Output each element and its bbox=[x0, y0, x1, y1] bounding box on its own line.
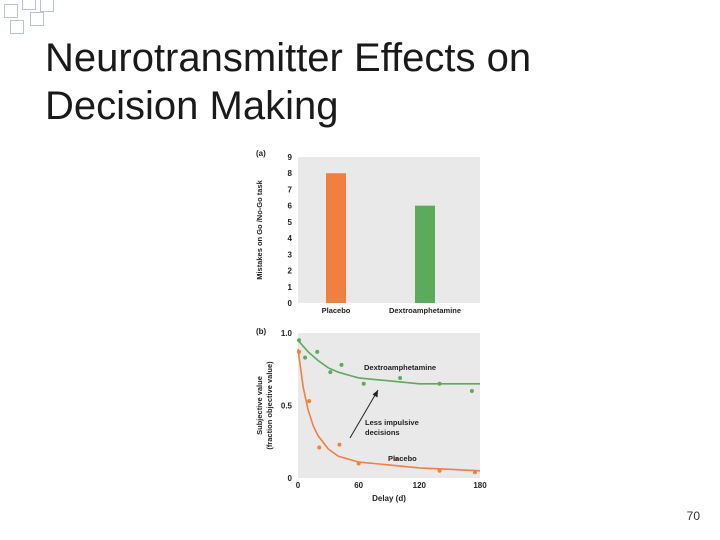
panel-a-ytick-label: 2 bbox=[288, 267, 293, 276]
data-point-placebo bbox=[307, 399, 312, 404]
panel-a-ytick-label: 4 bbox=[288, 234, 293, 243]
title-line-2: Decision Making bbox=[45, 84, 339, 128]
panel-a-ytick-label: 6 bbox=[288, 202, 293, 211]
panel-a-ytick-label: 8 bbox=[288, 169, 293, 178]
data-point-placebo bbox=[437, 468, 442, 473]
panel-b-ylabel-line2: (fraction objective value) bbox=[265, 361, 274, 450]
title-line-1: Neurotransmitter Effects on bbox=[45, 36, 532, 80]
data-point-placebo bbox=[297, 349, 302, 354]
panel-a-plot-area bbox=[298, 157, 480, 303]
data-point-placebo bbox=[356, 461, 361, 466]
data-point-placebo bbox=[472, 470, 477, 475]
panel-b-label: (b) bbox=[256, 327, 267, 336]
page-number: 70 bbox=[686, 509, 700, 523]
panel-a-category-label: Placebo bbox=[322, 306, 351, 315]
panel-a-ytick-label: 5 bbox=[288, 218, 293, 227]
corner-decoration bbox=[0, 0, 60, 50]
data-point-dextroamphetamine bbox=[437, 381, 442, 386]
series-line-placebo bbox=[297, 348, 481, 472]
panel-b-ylabel-line1: Subjective value bbox=[255, 376, 264, 435]
data-point-placebo bbox=[394, 457, 399, 462]
bar-dextroamphetamine bbox=[415, 205, 435, 303]
panel-b-plot-area bbox=[298, 333, 480, 478]
panel-a-ytick-label: 7 bbox=[288, 185, 293, 194]
panel-a-label: (a) bbox=[256, 149, 266, 158]
slide-title: Neurotransmitter Effects on Decision Mak… bbox=[45, 34, 685, 130]
data-point-dextroamphetamine bbox=[303, 355, 308, 360]
panel-b-xtick-label: 0 bbox=[296, 481, 301, 490]
data-point-placebo bbox=[337, 442, 342, 447]
figure: (a) 0 1 2 3 4 5 6 7 8 9 Placebo Dextroamphetamine Mis… bbox=[248, 140, 498, 510]
panel-a-ytick-label: 9 bbox=[288, 153, 293, 162]
series-line-dextroamphetamine bbox=[297, 339, 480, 385]
data-point-dextroamphetamine bbox=[297, 338, 302, 343]
data-point-dextroamphetamine bbox=[315, 349, 320, 354]
figure-svg: (a) 0 1 2 3 4 5 6 7 8 9 Placebo Dextroamphetamine Mis… bbox=[255, 149, 487, 503]
data-point-dextroamphetamine bbox=[328, 370, 333, 375]
panel-b-ytick-label: 0.5 bbox=[281, 402, 293, 411]
series-label-placebo: Placebo bbox=[388, 454, 417, 463]
series-label-dextroamphetamine: Dextroamphetamine bbox=[364, 363, 436, 372]
panel-b-ytick-label: 1.0 bbox=[281, 329, 293, 338]
panel-b-ytick-label: 0 bbox=[288, 474, 293, 483]
panel-a-ytick-label: 1 bbox=[288, 283, 293, 292]
data-point-dextroamphetamine bbox=[469, 389, 474, 393]
data-point-dextroamphetamine bbox=[361, 381, 366, 386]
annotation-arrow-head bbox=[372, 390, 378, 398]
panel-a-ytick-label: 0 bbox=[288, 299, 293, 308]
data-point-dextroamphetamine bbox=[398, 375, 403, 380]
data-point-placebo bbox=[317, 445, 322, 450]
panel-b-xlabel: Delay (d) bbox=[372, 494, 406, 503]
panel-a-ylabel: Mistakes on Go /No-Go task bbox=[255, 179, 264, 279]
bar-placebo bbox=[326, 173, 346, 303]
annotation-text-line2: decisions bbox=[365, 428, 400, 437]
panel-b-xtick-label: 120 bbox=[413, 481, 427, 490]
panel-b-xtick-label: 60 bbox=[354, 481, 363, 490]
panel-a-ytick-label: 3 bbox=[288, 250, 293, 259]
annotation-arrow-shaft bbox=[349, 389, 379, 439]
annotation-text-line1: Less impulsive bbox=[365, 418, 419, 427]
panel-b-xtick-label: 180 bbox=[473, 481, 487, 490]
data-point-dextroamphetamine bbox=[339, 362, 344, 367]
panel-a-category-label: Dextroamphetamine bbox=[389, 306, 461, 315]
